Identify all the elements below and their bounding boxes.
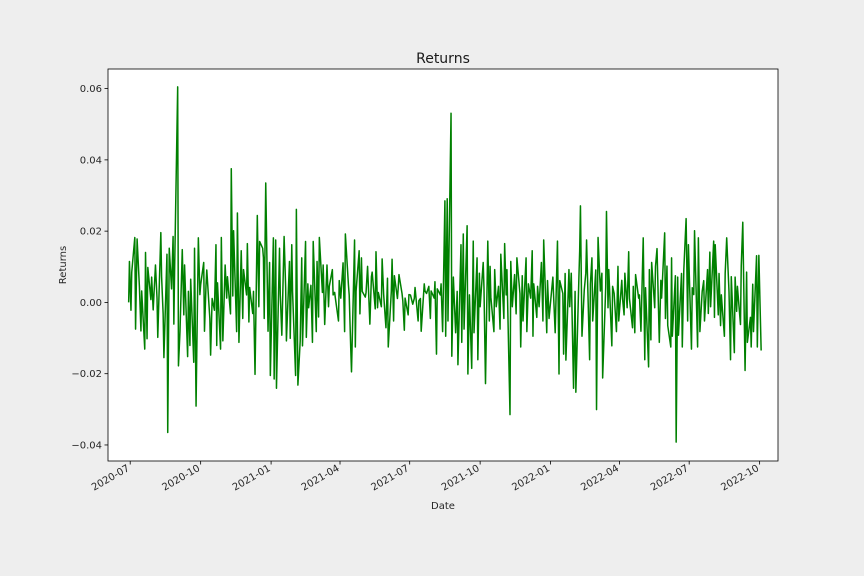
y-tick-label: 0.02 — [80, 227, 102, 238]
x-axis-label: Date — [431, 501, 455, 512]
y-tick-label: 0.04 — [80, 155, 102, 166]
y-tick-label: −0.02 — [71, 369, 102, 380]
plot-frame — [107, 68, 779, 462]
y-tick-label: 0.06 — [80, 84, 102, 95]
y-axis-label: Returns — [58, 246, 69, 284]
plot-area — [108, 69, 778, 461]
series-line-returns — [127, 86, 762, 443]
y-tick-label: −0.04 — [71, 440, 102, 451]
chart-title: Returns — [416, 51, 470, 67]
y-tick-label: 0.00 — [80, 298, 102, 309]
y-axis-ticks: 0.06 0.04 0.02 0.00 −0.02 −0.04 — [71, 84, 108, 451]
